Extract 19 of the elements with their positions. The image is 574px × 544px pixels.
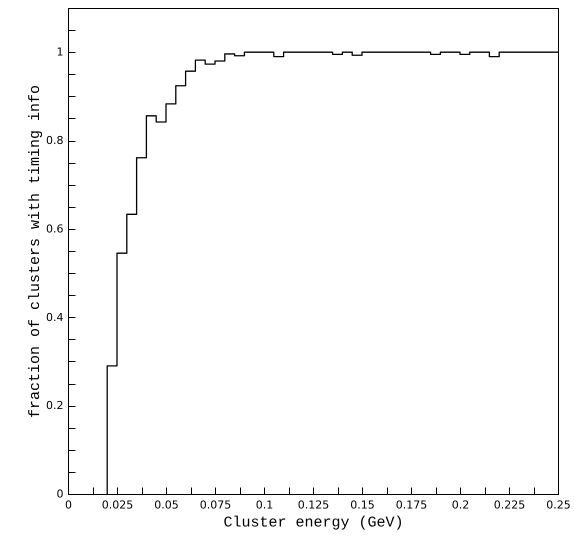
y-tick-label: 0.6: [46, 222, 64, 236]
y-tick-label: 1: [56, 46, 64, 59]
y-tick-label: 0: [56, 488, 64, 500]
x-tick-label: 0.075: [200, 498, 232, 512]
x-tick-label: 0.2: [452, 498, 470, 512]
x-tick-label: 0.15: [350, 498, 375, 512]
x-axis-title: Cluster energy (GeV): [223, 514, 404, 532]
x-tick-label: 0.175: [396, 498, 428, 512]
y-axis-title: fraction of clusters with timing info: [27, 84, 44, 418]
y-tick-label: 0.2: [46, 399, 64, 412]
x-tick-label: 0.05: [154, 498, 179, 512]
x-tick-label: 0.025: [102, 498, 134, 512]
y-tick-label: 0.8: [46, 134, 64, 148]
y-tick-label: 0.4: [46, 310, 64, 324]
x-tick-label: 0.125: [298, 498, 330, 512]
x-tick-label: 0.1: [256, 498, 274, 512]
x-tick-label: 0.25: [546, 498, 571, 512]
x-tick-label: 0: [65, 498, 72, 512]
x-tick-label: 0.225: [494, 498, 526, 512]
